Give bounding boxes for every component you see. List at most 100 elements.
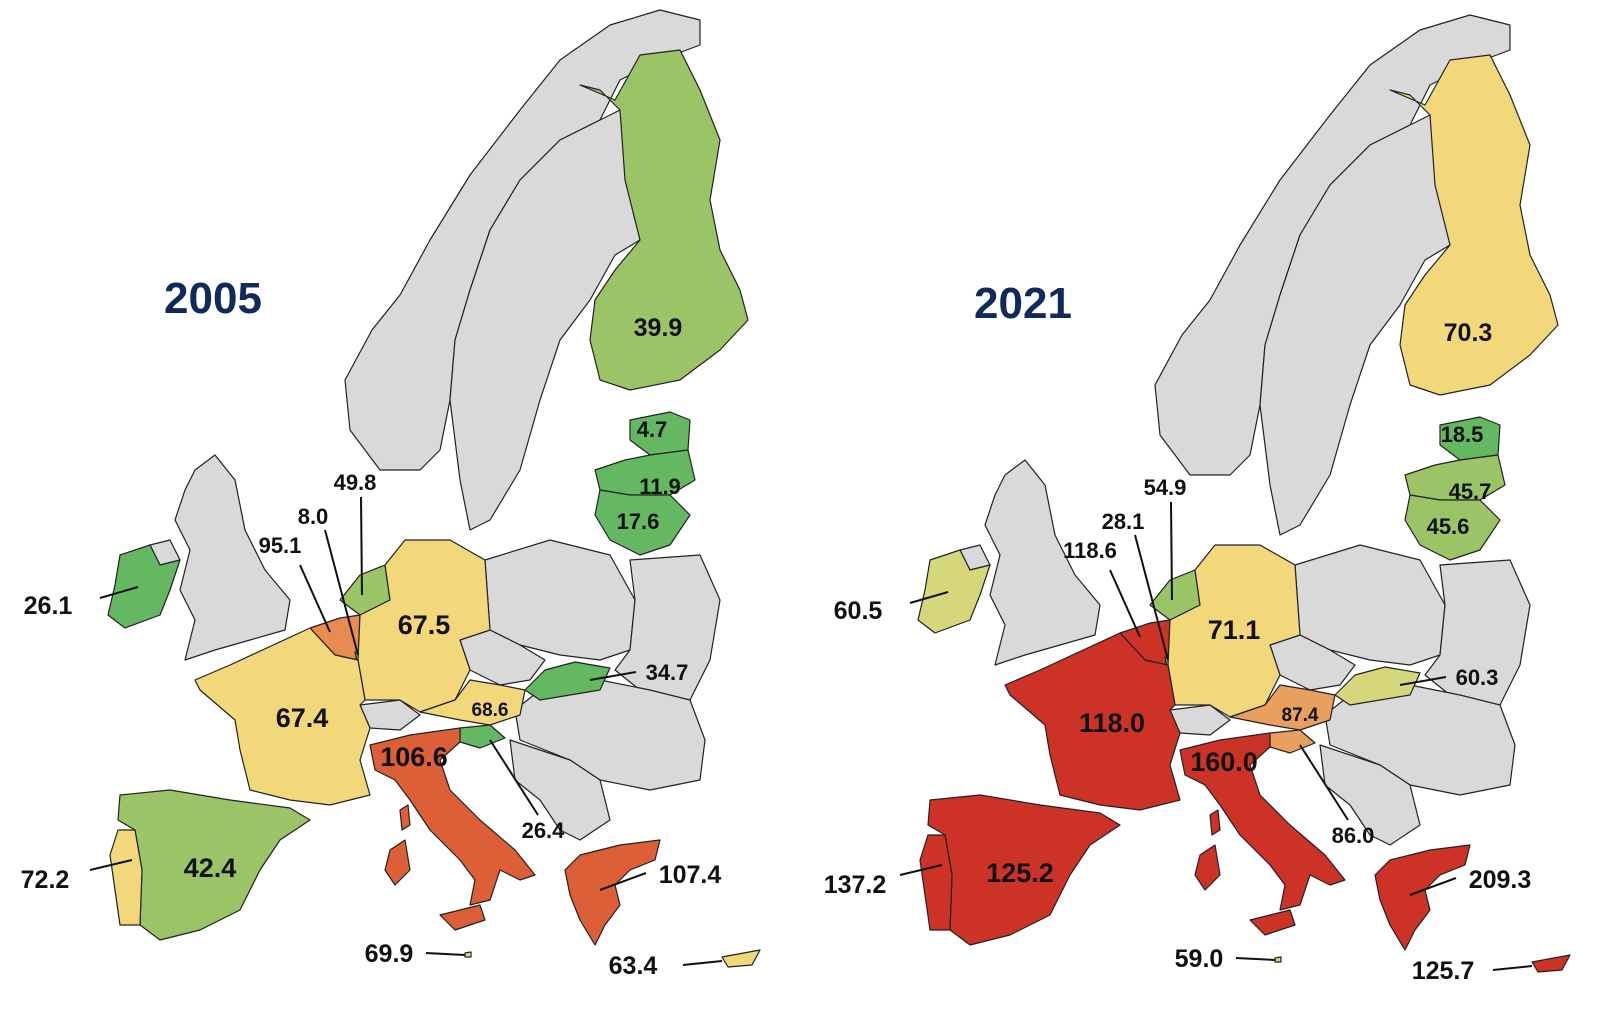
value-ireland: 26.1 [24,592,73,620]
value-netherlands: 49.8 [334,470,377,495]
ireland-shape [917,549,991,634]
leader-greece [1409,877,1457,896]
leader-cyprus [1492,965,1533,971]
leader-netherlands [1170,501,1173,601]
value-slovenia: 86.0 [1332,823,1375,848]
value-portugal: 72.2 [21,866,70,894]
value-spain: 125.2 [986,858,1054,888]
value-lithuania: 17.6 [617,509,660,534]
balkans-shape [1319,744,1421,846]
uk-shape [984,459,1101,666]
lithuania-shape [1404,494,1501,561]
sweden-shape [1259,114,1451,536]
value-france: 118.0 [1079,708,1145,738]
leader-slovenia [1299,744,1349,821]
value-ireland: 60.5 [834,597,883,625]
year-title: 2005 [164,274,262,323]
ireland-shape [107,544,181,629]
cyprus-shape [1531,954,1571,973]
value-lithuania: 45.6 [1427,514,1470,539]
italy-shape [1179,732,1346,911]
malta-shape [1274,956,1282,963]
value-austria: 87.4 [1282,705,1319,726]
sardinia-shape [384,839,411,886]
value-netherlands: 54.9 [1144,475,1187,500]
czech-shape [1269,634,1356,691]
value-germany: 67.5 [398,610,451,640]
leader-slovakia [589,671,637,681]
value-spain: 42.4 [184,853,237,883]
value-finland: 39.9 [634,314,683,342]
leader-luxembourg [1134,534,1169,661]
leader-ireland [909,591,949,604]
leader-portugal [899,864,943,876]
leader-luxembourg [324,529,359,656]
value-italy: 106.6 [380,742,448,772]
value-france: 67.4 [276,703,329,733]
value-luxembourg: 28.1 [1102,509,1145,534]
value-malta: 59.0 [1175,945,1224,973]
leader-ireland [99,586,139,599]
leader-slovakia [1399,676,1447,686]
leader-netherlands [360,496,363,596]
value-belgium: 95.1 [259,533,302,558]
year-title: 2021 [974,279,1072,328]
map-2021: 2021 70.3 18.5 45.7 45.6 54.9 28.1 118.6… [824,14,1571,985]
value-austria: 68.6 [472,700,509,721]
cyprus-shape [721,949,761,968]
lithuania-shape [594,489,691,556]
portugal-shape [919,834,953,931]
leader-portugal [89,859,133,871]
value-luxembourg: 8.0 [298,504,329,529]
sicily-shape [1249,909,1296,936]
value-cyprus: 125.7 [1412,957,1475,985]
corsica-shape [399,804,411,831]
hungary-romania-shape [1324,684,1516,796]
leader-slovenia [489,739,539,816]
finland-shape [579,49,749,391]
value-slovenia: 26.4 [522,818,566,843]
value-italy: 160.0 [1190,747,1258,777]
value-slovakia: 34.7 [646,660,689,685]
value-estonia: 4.7 [637,417,668,442]
france-shape [194,627,371,806]
czech-shape [459,629,546,686]
france-shape [1004,632,1181,811]
value-belgium: 118.6 [1063,538,1117,563]
value-estonia: 18.5 [1441,422,1484,447]
greece-shape [564,839,661,946]
slovakia-shape [524,661,611,701]
map-2005: 2005 39.9 4.7 11.9 17.6 49.8 8.0 95.1 26… [21,9,761,980]
leader-cyprus [682,960,723,966]
balkans-shape [509,739,611,841]
leader-belgium [299,564,331,633]
corsica-shape [1209,809,1221,836]
value-finland: 70.3 [1444,319,1493,347]
value-latvia: 45.7 [1449,479,1492,504]
value-germany: 71.1 [1208,615,1261,645]
value-portugal: 137.2 [824,871,887,899]
value-cyprus: 63.4 [609,952,658,980]
slovenia-shape [459,724,506,749]
value-latvia: 11.9 [639,474,681,499]
value-greece: 107.4 [659,861,722,889]
slovakia-shape [1334,666,1421,706]
slovenia-shape [1269,729,1316,754]
sicily-shape [439,904,486,931]
finland-shape [1389,54,1559,396]
uk-shape [174,454,291,661]
leader-greece [599,872,647,891]
leader-malta [1235,957,1276,961]
sweden-shape [449,109,641,531]
portugal-shape [109,829,143,926]
leader-belgium [1109,569,1141,638]
hungary-romania-shape [514,679,706,791]
value-malta: 69.9 [365,940,414,968]
malta-shape [464,951,472,958]
value-greece: 209.3 [1469,866,1532,894]
greece-shape [1374,844,1471,951]
sardinia-shape [1194,844,1221,891]
italy-shape [369,727,536,906]
leader-malta [425,952,466,956]
